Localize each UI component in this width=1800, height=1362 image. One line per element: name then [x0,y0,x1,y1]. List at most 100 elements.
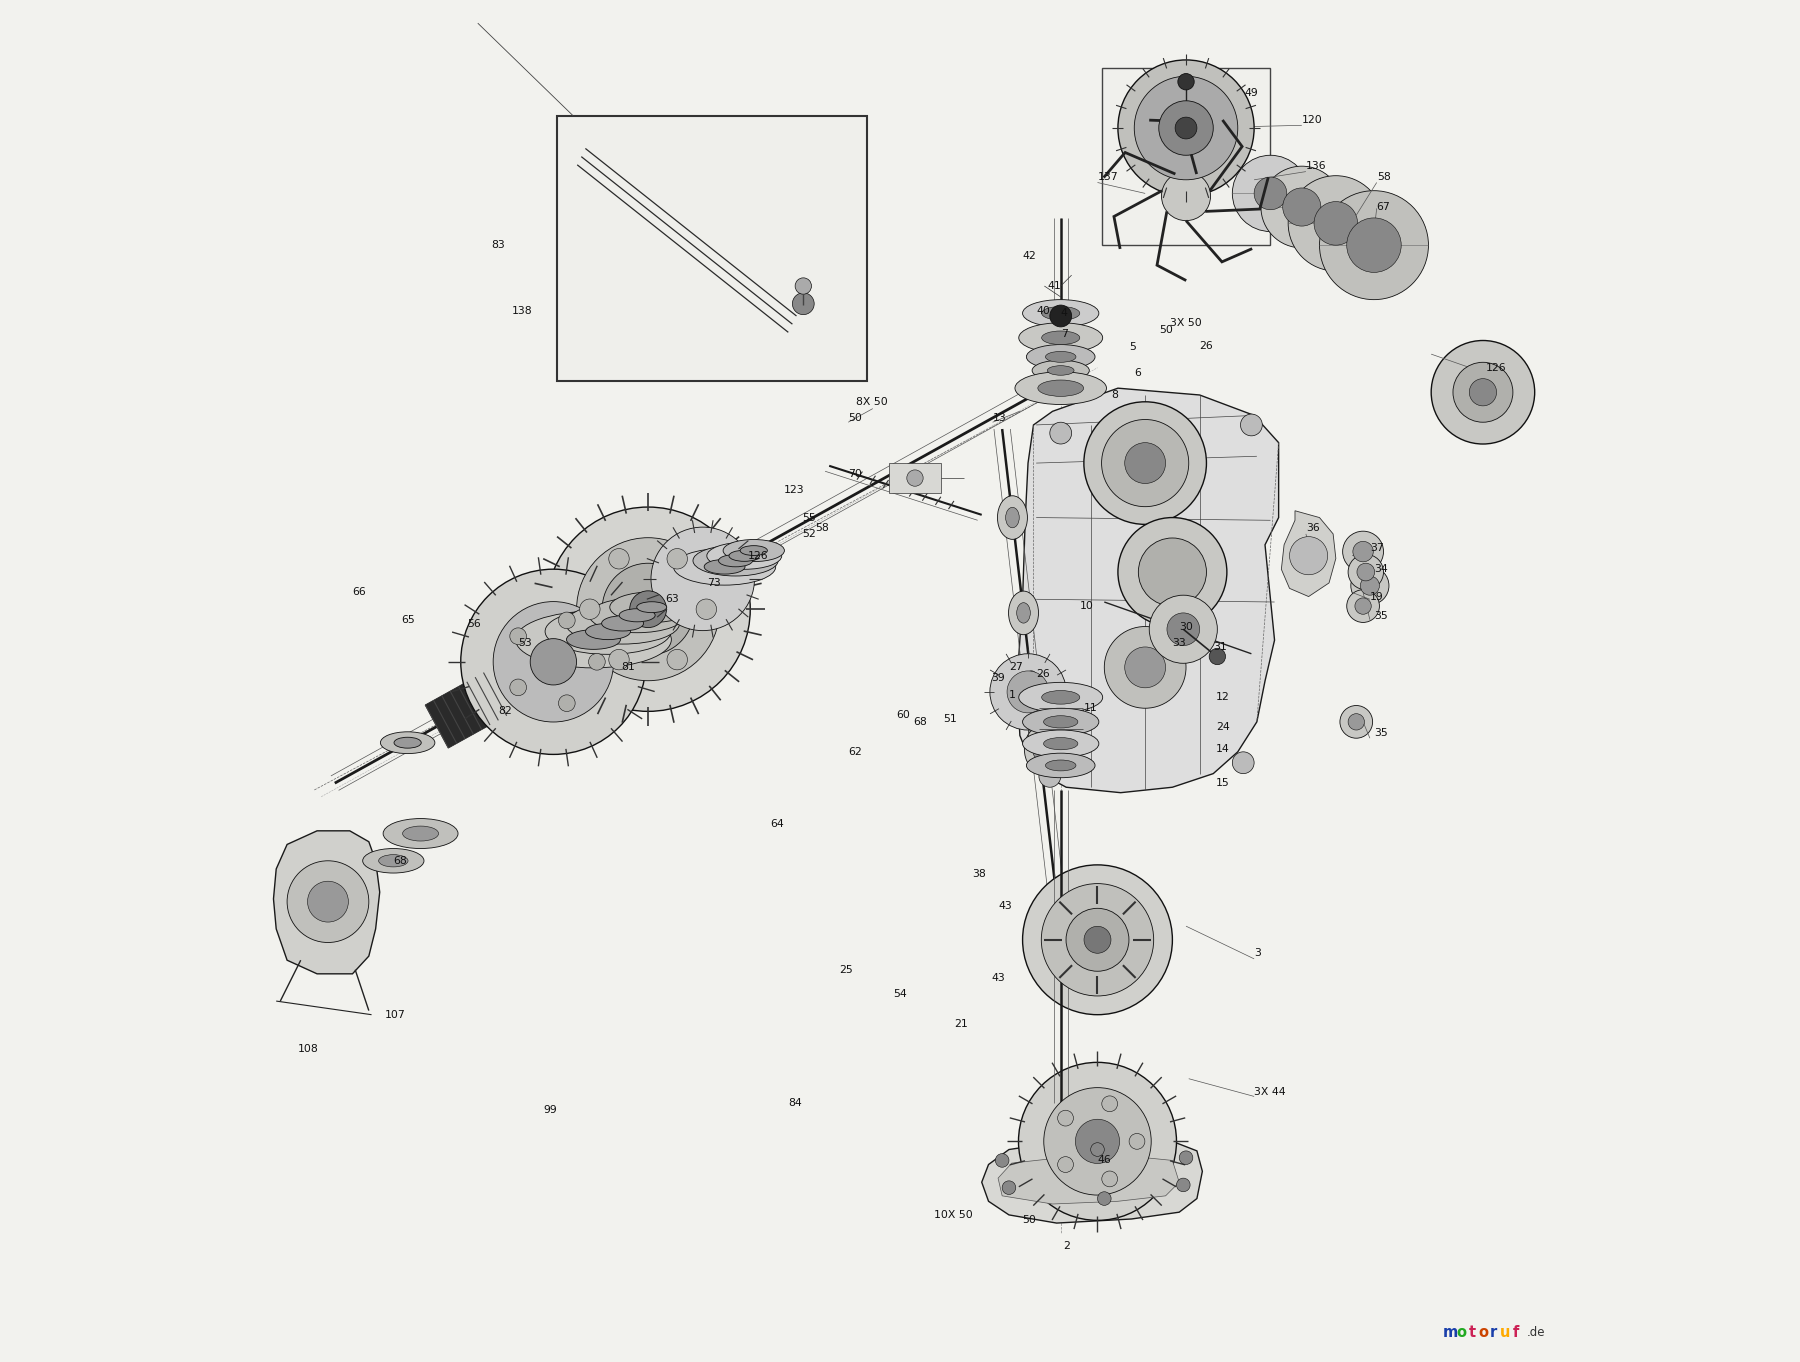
Text: 54: 54 [893,989,907,1000]
Text: 58: 58 [815,523,830,534]
Ellipse shape [1044,738,1078,749]
Ellipse shape [1031,360,1089,381]
Text: 21: 21 [954,1019,968,1030]
Ellipse shape [1042,331,1080,345]
Ellipse shape [1046,760,1076,771]
Circle shape [1179,1151,1193,1165]
Text: 52: 52 [803,528,815,539]
Circle shape [1175,117,1197,139]
Circle shape [1105,627,1186,708]
Circle shape [1159,101,1213,155]
Ellipse shape [740,546,767,556]
Text: 50: 50 [1159,324,1172,335]
Text: 120: 120 [1301,114,1323,125]
Bar [1102,68,1271,245]
Text: 58: 58 [1377,172,1390,183]
Text: 136: 136 [1305,161,1327,172]
Circle shape [1346,218,1400,272]
Circle shape [1044,1088,1152,1194]
Circle shape [1066,908,1129,971]
Text: 137: 137 [1098,172,1118,183]
Circle shape [1102,1096,1118,1111]
Circle shape [1125,647,1166,688]
Text: 36: 36 [1305,523,1319,534]
Text: 11: 11 [1084,703,1098,714]
Ellipse shape [619,609,655,622]
Circle shape [1091,1143,1103,1156]
Text: 68: 68 [914,716,927,727]
Ellipse shape [380,731,436,753]
Text: 66: 66 [353,587,365,598]
Circle shape [1283,188,1321,226]
Ellipse shape [637,602,666,613]
Text: 49: 49 [1244,87,1258,98]
Ellipse shape [707,542,781,569]
Text: 27: 27 [1010,662,1022,673]
Ellipse shape [1022,300,1098,327]
Polygon shape [274,831,380,974]
Ellipse shape [383,819,457,849]
Ellipse shape [1015,372,1107,405]
Circle shape [1019,1062,1177,1220]
Ellipse shape [1046,351,1076,362]
Circle shape [545,507,751,711]
Text: 138: 138 [511,305,533,316]
Text: 6: 6 [1134,368,1141,379]
Circle shape [1039,765,1060,787]
Text: 50: 50 [1022,1215,1037,1226]
Circle shape [1138,538,1206,606]
Text: u: u [1499,1324,1510,1340]
Text: 43: 43 [992,972,1004,983]
Circle shape [668,549,688,569]
Text: 50: 50 [848,413,862,424]
Text: f: f [1512,1324,1519,1340]
Circle shape [1049,305,1071,327]
Circle shape [1289,176,1384,271]
Circle shape [1233,155,1309,232]
Text: 24: 24 [1217,722,1229,733]
Circle shape [1102,419,1188,507]
Ellipse shape [1048,366,1075,376]
Text: o: o [1478,1324,1489,1340]
Circle shape [668,650,688,670]
Text: 3X 50: 3X 50 [1170,317,1201,328]
Circle shape [1354,541,1373,563]
Circle shape [1049,422,1071,444]
Circle shape [1240,414,1262,436]
Circle shape [792,293,814,315]
Text: 126: 126 [1485,362,1507,373]
Ellipse shape [545,609,671,654]
Circle shape [1084,926,1111,953]
Text: 42: 42 [1022,251,1037,262]
Text: 108: 108 [299,1043,319,1054]
Circle shape [1134,76,1238,180]
Circle shape [576,538,720,681]
Text: 83: 83 [491,240,506,251]
Circle shape [796,278,812,294]
Circle shape [1058,1110,1073,1126]
Text: 56: 56 [466,618,481,629]
Text: 33: 33 [1172,637,1186,648]
Ellipse shape [565,602,680,644]
Ellipse shape [673,549,776,586]
Text: 26: 26 [1199,340,1213,351]
Text: 7: 7 [1060,328,1067,339]
Text: 1: 1 [1010,689,1015,700]
Circle shape [1118,60,1255,196]
Circle shape [1357,564,1375,582]
Text: 35: 35 [1373,727,1388,738]
Circle shape [1348,554,1384,590]
Text: 5: 5 [1129,342,1136,353]
Circle shape [1098,1192,1111,1205]
Text: 81: 81 [621,662,635,673]
Circle shape [1161,172,1211,221]
Text: 39: 39 [992,673,1004,684]
Ellipse shape [1039,380,1084,396]
Text: 60: 60 [896,710,909,720]
Circle shape [1042,884,1154,996]
Ellipse shape [1006,508,1019,528]
Ellipse shape [1024,671,1039,692]
Circle shape [1346,590,1379,622]
Circle shape [493,602,614,722]
Ellipse shape [1017,659,1046,703]
